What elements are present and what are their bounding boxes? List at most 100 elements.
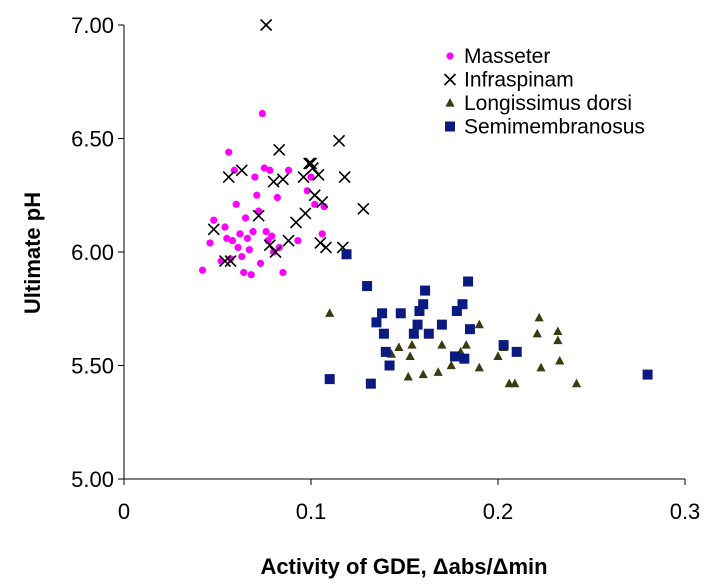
x-tick-label: 0 (118, 499, 130, 524)
masseter-point (249, 227, 257, 236)
legend-marker-masseter (446, 52, 454, 60)
tick-labels: 5.00 5.50 6.00 6.50 7.00 0 0.1 0.2 0.3 (71, 13, 700, 524)
series-infraspinam (207, 18, 370, 268)
longissimus-dorsi-point (433, 367, 443, 376)
longissimus-dorsi-point (418, 369, 428, 379)
semimembranosus-point (408, 328, 419, 339)
infraspinam-point (224, 255, 237, 268)
semimembranosus-point (459, 353, 470, 364)
masseter-point (311, 200, 319, 208)
masseter-point (245, 246, 253, 254)
infraspinam-point (273, 143, 286, 156)
infraspinam-point (306, 161, 319, 175)
semimembranosus-point (511, 346, 522, 357)
masseter-point (251, 173, 259, 181)
longissimus-dorsi-point (532, 328, 542, 338)
infraspinam-point (312, 168, 325, 181)
masseter-point (234, 243, 242, 252)
y-tick-label: 7.00 (71, 13, 114, 38)
infraspinam-point (357, 202, 370, 215)
infraspinam-point (297, 171, 310, 184)
masseter-point (243, 234, 252, 242)
longissimus-dorsi-point (493, 351, 503, 361)
series-semimembranosus (324, 249, 653, 389)
legend-marker-semimembranosus (445, 121, 455, 132)
y-axis-title: Ultimate pH (20, 192, 45, 314)
y-tick-label: 6.00 (71, 240, 114, 265)
masseter-point (273, 193, 281, 202)
longissimus-dorsi-point (571, 378, 582, 388)
masseter-point (225, 148, 233, 156)
x-tick-label: 0.1 (296, 499, 327, 524)
longissimus-dorsi-point (536, 362, 546, 372)
axes (118, 24, 686, 485)
infraspinam-point (222, 171, 235, 184)
longissimus-dorsi-point (474, 319, 484, 329)
legend-marker-longissimus-dorsi (445, 98, 455, 107)
masseter-point (279, 268, 287, 277)
masseter-point (210, 216, 218, 224)
series-longissimus-dorsi (325, 308, 582, 388)
y-tick-label: 5.00 (71, 467, 114, 492)
longissimus-dorsi-point (394, 342, 404, 351)
infraspinam-point (316, 195, 329, 209)
semimembranosus-point (378, 328, 389, 339)
infraspinam-point (260, 18, 273, 32)
infraspinam-point (299, 207, 312, 220)
semimembranosus-point (464, 324, 475, 335)
series-masseter (198, 109, 328, 279)
infraspinam-point (319, 241, 333, 254)
infraspinam-point (207, 223, 220, 236)
masseter-point (253, 191, 261, 199)
masseter-point (217, 257, 225, 265)
masseter-point (256, 259, 265, 267)
y-tick-label: 6.50 (71, 127, 114, 152)
semimembranosus-point (463, 276, 474, 287)
infraspinam-point (263, 239, 276, 252)
semimembranosus-point (418, 299, 429, 310)
x-axis-title: Activity of GDE, Δabs/Δmin (260, 554, 547, 579)
legend-label-masseter: Masseter (464, 45, 550, 68)
infraspinam-point (338, 171, 351, 184)
legend-marker-infraspinam (443, 73, 457, 86)
semimembranosus-point (412, 319, 423, 330)
x-tick-label: 0.2 (483, 499, 514, 524)
masseter-point (228, 237, 237, 245)
semimembranosus-point (380, 346, 391, 357)
semimembranosus-point (423, 328, 434, 339)
semimembranosus-point (324, 374, 335, 385)
masseter-point (241, 214, 250, 222)
masseter-point (268, 232, 276, 240)
longissimus-dorsi-point (555, 355, 565, 365)
masseter-point (260, 164, 268, 172)
plot-area (198, 18, 653, 389)
semimembranosus-point (451, 306, 462, 317)
infraspinam-point (267, 175, 280, 188)
semimembranosus-point (642, 369, 653, 380)
masseter-point (247, 271, 255, 279)
longissimus-dorsi-point (325, 308, 335, 317)
longissimus-dorsi-point (446, 360, 456, 370)
infraspinam-point (252, 209, 265, 222)
legend-label-infraspinam: Infraspinam (464, 69, 574, 92)
semimembranosus-point (395, 308, 406, 319)
masseter-point (262, 227, 270, 236)
masseter-point (238, 252, 246, 261)
infraspinam-point (289, 216, 303, 229)
semimembranosus-point (414, 306, 425, 317)
masseter-point (236, 230, 244, 238)
masseter-point (284, 166, 293, 174)
masseter-point (303, 187, 311, 195)
longissimus-dorsi-point (405, 351, 415, 361)
x-tick-label: 0.3 (670, 499, 701, 524)
longissimus-dorsi-point (437, 340, 447, 349)
y-tick-label: 5.50 (71, 354, 114, 379)
masseter-point (232, 200, 240, 208)
longissimus-dorsi-point (407, 340, 417, 349)
masseter-point (223, 234, 231, 242)
infraspinam-point (304, 157, 318, 170)
masseter-point (221, 223, 229, 231)
semimembranosus-point (365, 378, 376, 389)
